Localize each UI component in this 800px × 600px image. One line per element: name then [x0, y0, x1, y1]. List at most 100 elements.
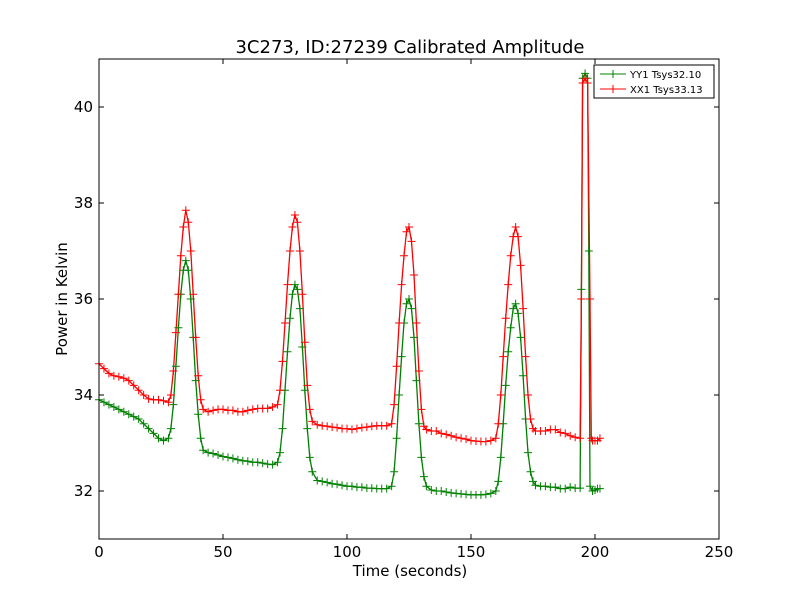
data-point-s1-41 [263, 404, 272, 413]
data-point-s0-23 [186, 295, 195, 303]
legend: YY1 Tsys32.10 XX1 Tsys33.13 [593, 64, 715, 99]
data-point-s1-114 [524, 391, 533, 399]
data-point-s0-57 [308, 467, 317, 476]
data-point-s0-103 [496, 453, 505, 462]
data-point-s0-3 [109, 403, 118, 411]
data-point-s1-93 [452, 433, 461, 442]
data-point-s0-90 [437, 487, 446, 495]
data-point-s1-74 [390, 400, 399, 409]
data-point-s1-24 [189, 290, 198, 299]
data-point-s1-66 [352, 424, 361, 433]
data-point-s1-6 [124, 376, 133, 385]
data-point-s0-109 [511, 299, 520, 308]
data-point-s0-106 [504, 347, 513, 356]
x-tick-label-0: 0 [94, 543, 104, 561]
data-point-s0-63 [338, 481, 347, 490]
series-line-0 [98, 71, 600, 496]
data-point-s1-7 [129, 381, 138, 390]
data-point-s0-108 [509, 304, 518, 313]
data-point-s0-17 [171, 362, 180, 371]
data-point-s1-122 [556, 428, 565, 437]
data-point-s0-74 [390, 467, 399, 476]
data-point-s0-132 [586, 482, 595, 491]
data-point-s1-113 [521, 352, 530, 361]
data-point-s0-27 [196, 434, 205, 443]
data-point-s0-99 [481, 490, 490, 499]
data-point-s0-25 [191, 376, 200, 385]
data-point-s1-51 [293, 218, 302, 227]
data-point-s0-59 [318, 477, 327, 486]
data-point-s0-62 [333, 480, 342, 489]
legend-box [593, 64, 715, 99]
data-point-s1-45 [278, 357, 287, 366]
data-point-s1-127 [577, 295, 586, 303]
data-point-s0-31 [214, 451, 223, 459]
data-point-s1-107 [506, 251, 515, 260]
data-point-s1-17 [171, 328, 180, 337]
data-point-s1-22 [184, 218, 193, 227]
data-point-s0-44 [276, 448, 285, 457]
data-point-s1-95 [462, 435, 471, 444]
data-point-s0-88 [427, 486, 436, 495]
data-point-s0-84 [414, 419, 423, 428]
data-point-s1-125 [571, 433, 580, 442]
data-point-s1-60 [323, 422, 332, 431]
data-point-s0-52 [295, 304, 304, 313]
data-point-s0-110 [514, 309, 523, 318]
data-point-s0-54 [300, 386, 309, 395]
data-point-s1-15 [166, 391, 175, 399]
data-point-s1-123 [561, 429, 570, 438]
data-point-s0-101 [491, 487, 500, 495]
data-point-s0-67 [357, 483, 366, 492]
data-point-s0-1 [99, 398, 108, 407]
data-point-s1-80 [405, 223, 413, 231]
data-point-s0-50 [290, 280, 299, 289]
data-point-s0-45 [278, 424, 287, 433]
data-point-s1-16 [169, 367, 178, 375]
data-point-s0-51 [293, 285, 302, 294]
data-point-s0-87 [422, 482, 431, 491]
data-point-s0-8 [134, 415, 143, 423]
data-point-s1-68 [362, 423, 371, 432]
x-tick-label-3: 150 [457, 543, 486, 561]
data-point-s1-50 [290, 211, 299, 219]
data-point-s0-114 [524, 448, 533, 457]
data-point-s0-6 [124, 410, 133, 419]
data-point-s1-85 [417, 405, 426, 414]
data-point-s0-7 [129, 412, 138, 421]
data-point-s0-42 [268, 460, 277, 469]
data-point-s0-15 [166, 424, 175, 433]
data-point-s1-42 [268, 403, 277, 411]
data-point-s0-107 [506, 323, 515, 332]
data-point-s1-131 [586, 295, 595, 303]
data-point-s0-30 [209, 449, 218, 458]
y-axis-label: Power in Kelvin [53, 242, 71, 356]
data-point-s0-9 [139, 419, 148, 428]
data-point-s0-91 [442, 487, 451, 496]
data-point-s1-101 [491, 434, 500, 443]
data-point-s0-112 [519, 371, 528, 380]
data-point-s1-124 [566, 431, 575, 440]
data-point-s1-56 [305, 405, 314, 414]
data-point-s0-81 [407, 304, 416, 313]
data-point-s1-110 [514, 232, 523, 241]
data-point-s0-100 [486, 489, 495, 498]
data-point-s1-104 [499, 352, 508, 361]
data-point-s0-39 [253, 458, 262, 467]
data-point-s1-9 [139, 391, 148, 399]
data-point-s1-18 [174, 290, 183, 299]
x-tick-label-5: 250 [705, 543, 734, 561]
data-point-s0-119 [541, 482, 550, 491]
data-point-s1-77 [397, 280, 406, 289]
data-point-s1-34 [228, 406, 237, 415]
data-point-s1-30 [209, 406, 218, 415]
data-point-s0-4 [114, 405, 123, 414]
data-point-s0-123 [561, 484, 570, 493]
data-point-s1-73 [387, 419, 396, 428]
data-point-s1-121 [551, 425, 560, 434]
data-point-s1-126 [576, 434, 585, 443]
data-point-s0-126 [576, 484, 585, 493]
data-point-s0-5 [119, 407, 128, 416]
data-point-s1-52 [295, 247, 304, 255]
data-point-s1-46 [281, 319, 289, 327]
